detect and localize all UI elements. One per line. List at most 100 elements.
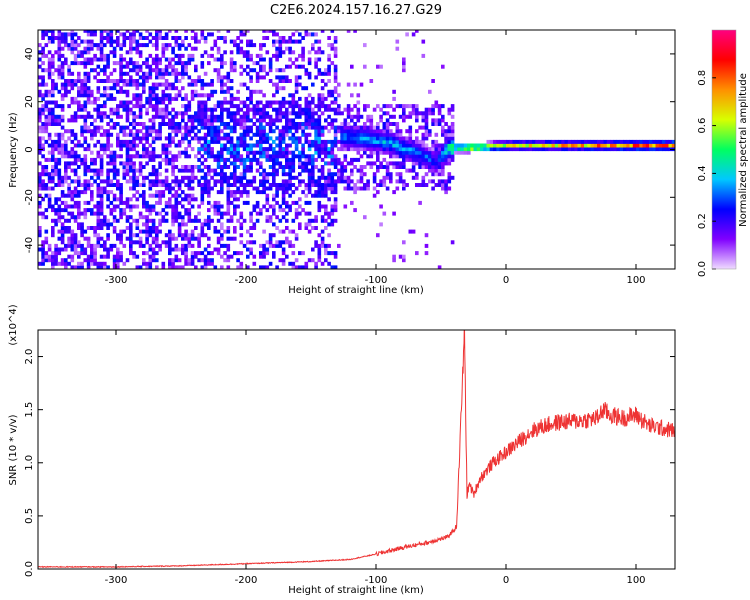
heatmap-cell (421, 175, 426, 180)
heatmap-cell (210, 111, 214, 116)
heatmap-cell (262, 265, 266, 269)
heatmap-cell (161, 43, 166, 48)
heatmap-cell (86, 261, 91, 266)
heatmap-cell (411, 150, 416, 155)
heatmap-cell (268, 243, 273, 248)
heatmap-cell (210, 129, 214, 134)
heatmap-cell (70, 233, 75, 238)
heatmap-cell (145, 240, 149, 245)
heatmap-cell (317, 183, 322, 187)
heatmap-cell (200, 226, 205, 230)
heatmap-cell (190, 93, 195, 98)
heatmap-cell (197, 93, 201, 98)
heatmap-cell (363, 129, 367, 134)
heatmap-cell (327, 215, 331, 220)
heatmap-cell (181, 111, 185, 116)
heatmap-cell (122, 172, 127, 177)
heatmap-cell (184, 150, 188, 155)
heatmap-cell (233, 204, 237, 209)
heatmap-cell (112, 193, 117, 198)
heatmap-cell (272, 150, 276, 155)
heatmap-cell (184, 175, 188, 180)
heatmap-cell (307, 114, 312, 119)
heatmap-cell (317, 139, 322, 144)
heatmap-cell (67, 175, 71, 180)
heatmap-cell (288, 208, 292, 213)
heatmap-cell (171, 50, 175, 55)
heatmap-cell (265, 175, 270, 180)
heatmap-cell (210, 218, 214, 223)
heatmap-cell (363, 104, 367, 109)
heatmap-cell (275, 161, 279, 166)
heatmap-cell (148, 243, 153, 248)
heatmap-cell (145, 139, 149, 144)
heatmap-cell (275, 243, 279, 248)
heatmap-cell (44, 100, 49, 105)
heatmap-cell (90, 114, 94, 119)
heatmap-cell (262, 30, 266, 33)
heatmap-cell (86, 71, 91, 76)
heatmap-cell (233, 118, 237, 123)
heatmap-cell (138, 32, 143, 37)
heatmap-cell (151, 118, 156, 123)
heatmap-cell (77, 79, 81, 83)
heatmap-cell (216, 218, 221, 223)
heatmap-cell (194, 114, 198, 119)
heatmap-cell (54, 247, 58, 252)
heatmap-cell (106, 143, 110, 148)
heatmap-cell (343, 165, 348, 169)
heatmap-cell (239, 64, 244, 69)
heatmap-cell (356, 186, 361, 191)
heatmap-cell (246, 107, 250, 112)
heatmap-cell (216, 157, 221, 162)
heatmap-cell (278, 161, 283, 166)
snr-series-line (38, 330, 675, 569)
heatmap-cell (434, 183, 439, 187)
heatmap-cell (411, 104, 416, 109)
heatmap-cell (174, 208, 179, 213)
heatmap-cell (431, 118, 435, 123)
heatmap-cell (317, 125, 322, 130)
heatmap-cell (493, 147, 497, 152)
heatmap-cell (161, 71, 166, 76)
heatmap-cell (317, 57, 322, 62)
heatmap-cell (67, 82, 71, 87)
heatmap-cell (320, 143, 325, 148)
heatmap-cell (155, 46, 159, 51)
heatmap-cell (148, 125, 153, 130)
heatmap-cell (119, 251, 123, 256)
heatmap-cell (164, 157, 169, 162)
heatmap-cell (252, 208, 257, 213)
heatmap-cell (278, 46, 283, 51)
heatmap-cell (47, 122, 52, 126)
heatmap-cell (285, 204, 289, 209)
heatmap-cell (395, 122, 400, 126)
heatmap-cell (93, 129, 97, 134)
heatmap-cell (288, 240, 292, 245)
heatmap-cell (220, 57, 224, 62)
heatmap-cell (307, 118, 312, 123)
heatmap-cell (155, 265, 159, 269)
heatmap-cell (281, 129, 286, 134)
heatmap-cell (64, 154, 68, 159)
heatmap-cell (223, 143, 227, 148)
heatmap-cell (164, 43, 169, 48)
heatmap-cell (151, 139, 156, 144)
heatmap-cell (44, 139, 49, 144)
heatmap-cell (304, 168, 309, 173)
heatmap-cell (174, 125, 179, 130)
heatmap-cell (142, 147, 146, 152)
heatmap-cell (129, 197, 133, 202)
heatmap-cell (187, 211, 192, 216)
heatmap-cell (262, 114, 266, 119)
heatmap-cell (73, 243, 78, 248)
heatmap-cell (216, 136, 221, 141)
heatmap-cell (200, 118, 205, 123)
heatmap-cell (171, 161, 175, 166)
heatmap-cell (60, 258, 65, 263)
heatmap-cell (51, 64, 55, 69)
heatmap-cell (330, 157, 335, 162)
heatmap-cell (379, 129, 383, 134)
heatmap-cell (64, 36, 68, 40)
heatmap-cell (262, 179, 266, 184)
